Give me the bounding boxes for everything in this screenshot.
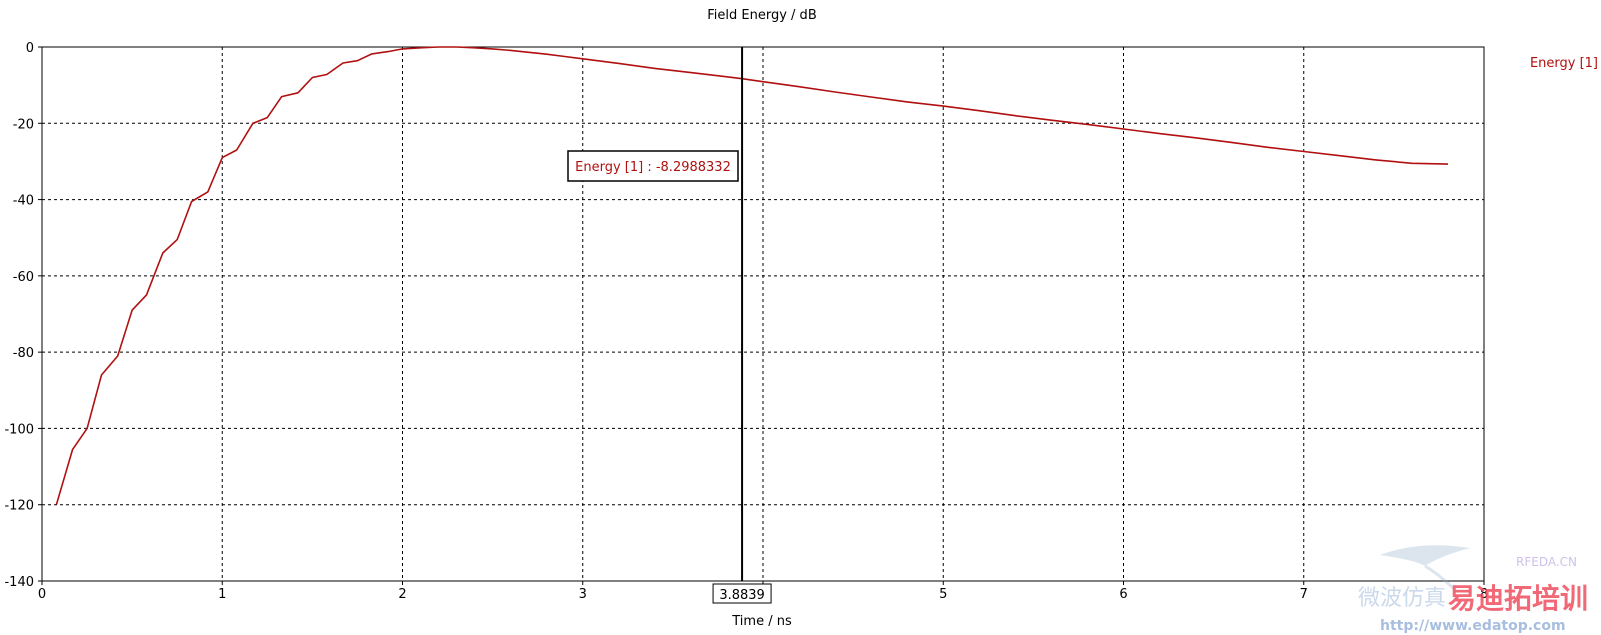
cursor-x-readout-text: 3.8839 — [719, 588, 765, 603]
watermark-site: RFEDA.CN — [1516, 555, 1577, 569]
y-tick-label: -100 — [4, 422, 34, 437]
y-tick-label: -20 — [13, 117, 34, 132]
cursor-x-readout-box — [712, 583, 772, 604]
watermark: RFEDA.CN 微波仿真 易迪拓培训 http://www.edatop.co… — [1358, 545, 1588, 634]
x-axis-label: Time / ns — [731, 614, 792, 629]
y-tick-label: -140 — [4, 575, 34, 590]
x-tick-label: 7 — [1300, 587, 1308, 602]
watermark-bird-icon — [1380, 545, 1470, 592]
x-tick-label: 2 — [398, 587, 406, 602]
chart-title: Field Energy / dB — [707, 8, 816, 23]
y-tick-label: 0 — [26, 41, 34, 56]
watermark-chinese-2: 易迪拓培训 — [1448, 582, 1588, 615]
series-line-energy — [55, 46, 1449, 505]
legend-entry[interactable]: Energy [1] — [1530, 56, 1598, 71]
x-tick-label: 3 — [579, 587, 587, 602]
x-tick-label: 0 — [38, 587, 46, 602]
x-tick-label: 1 — [218, 587, 226, 602]
x-tick-label: 8 — [1480, 587, 1488, 602]
cursor-x-readout[interactable]: 3.8839 — [712, 583, 772, 604]
x-tick-label: 6 — [1119, 587, 1127, 602]
y-tick-label: -60 — [13, 270, 34, 285]
cursor-value-readout: Energy [1] : -8.2988332 — [567, 150, 739, 182]
y-tick-label: -40 — [13, 194, 34, 209]
grid-lines — [42, 47, 1484, 581]
y-tick-label: -120 — [4, 499, 34, 514]
x-tick-label: 5 — [939, 587, 947, 602]
cursor-value-text: Energy [1] : -8.2988332 — [575, 160, 731, 175]
cursor-value-box — [567, 150, 739, 182]
series-layer — [55, 46, 1449, 505]
watermark-chinese-1: 微波仿真 — [1358, 586, 1446, 611]
y-tick-label: -80 — [13, 346, 34, 361]
watermark-url: http://www.edatop.com — [1380, 618, 1566, 634]
y-axis-ticks: 0 -20 -40 -60 -80 -100 -120 -140 — [4, 41, 42, 590]
